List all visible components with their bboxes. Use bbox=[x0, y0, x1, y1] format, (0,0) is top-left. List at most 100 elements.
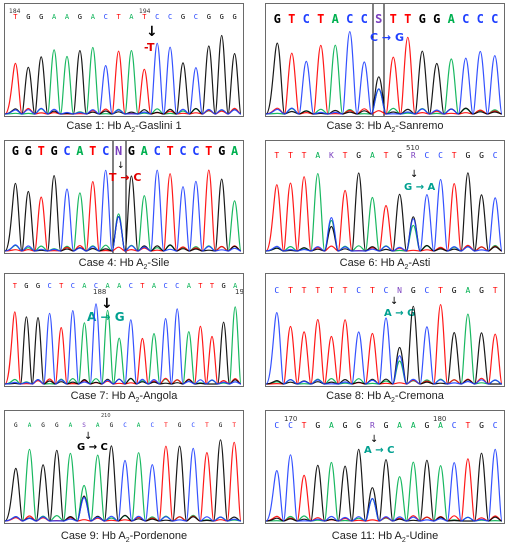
base-call-11: C bbox=[154, 144, 161, 158]
base-call-13: T bbox=[452, 151, 457, 160]
base-call-1: T bbox=[288, 151, 293, 160]
base-call-9: A bbox=[137, 422, 141, 429]
base-call-0: T bbox=[274, 151, 279, 160]
base-call-12: A bbox=[438, 421, 443, 430]
base-call-6: T bbox=[89, 144, 96, 158]
base-call-10: C bbox=[150, 422, 154, 429]
base-call-11: G bbox=[424, 421, 429, 430]
mutation-arrow-icon: ↓ bbox=[410, 169, 418, 180]
base-call-3: A bbox=[52, 13, 57, 21]
base-call-4: A bbox=[65, 13, 70, 21]
base-call-3: G bbox=[315, 421, 320, 430]
base-call-16: G bbox=[220, 13, 224, 21]
base-call-8: T bbox=[384, 151, 389, 160]
base-call-10: T bbox=[142, 13, 147, 21]
base-call-9: N bbox=[397, 286, 402, 295]
base-call-7: R bbox=[370, 421, 375, 430]
trace-peaks bbox=[5, 34, 242, 115]
base-call-10: R bbox=[411, 151, 416, 160]
trace-peaks bbox=[266, 303, 503, 385]
base-call-4: A bbox=[329, 421, 334, 430]
trace-peaks bbox=[266, 448, 503, 522]
base-call-8: C bbox=[384, 286, 389, 295]
trace-peaks bbox=[5, 303, 242, 385]
position-label-left: 184 bbox=[9, 8, 21, 15]
base-call-2: G bbox=[41, 422, 45, 429]
base-call-1: T bbox=[288, 286, 293, 295]
base-call-10: C bbox=[129, 282, 133, 290]
base-call-15: G bbox=[479, 151, 484, 160]
base-call-14: T bbox=[465, 421, 470, 430]
mutation-arrow-icon: ↓ bbox=[370, 434, 378, 445]
base-call-6: A bbox=[82, 282, 87, 290]
trace-peaks bbox=[5, 439, 242, 522]
caption-case-11: Case 11: Hb A2-Udine bbox=[331, 530, 439, 545]
base-call-7: G bbox=[110, 422, 114, 429]
base-call-6: G bbox=[356, 421, 361, 430]
base-call-4: C bbox=[63, 144, 70, 158]
trace-c bbox=[5, 169, 242, 252]
base-call-3: A bbox=[315, 151, 320, 160]
base-call-3: G bbox=[55, 422, 59, 429]
trace-peaks bbox=[266, 30, 503, 115]
base-call-13: C bbox=[163, 282, 167, 290]
base-call-14: C bbox=[192, 144, 199, 158]
base-call-14: C bbox=[194, 13, 198, 21]
base-call-0: T bbox=[13, 13, 18, 21]
base-call-11: C bbox=[155, 13, 159, 21]
base-call-8: C bbox=[123, 422, 127, 429]
mutation-arrow-icon: ↓ bbox=[101, 296, 113, 312]
base-call-5: G bbox=[343, 421, 348, 430]
trace-c bbox=[5, 42, 242, 115]
chromatogram-panel-case-9: 210 G A G G A S A G C A C T G C T G T ↓ G → C bbox=[4, 410, 244, 524]
base-call-11: T bbox=[140, 282, 145, 290]
trace-peaks bbox=[266, 172, 503, 252]
position-label-mark: 188 bbox=[93, 288, 106, 296]
base-call-3: T bbox=[317, 12, 324, 26]
base-call-11: T bbox=[164, 422, 168, 429]
base-call-4: T bbox=[59, 282, 64, 290]
base-call-6: C bbox=[361, 12, 368, 26]
base-call-5: C bbox=[71, 282, 75, 290]
base-call-4: T bbox=[329, 286, 334, 295]
base-call-11: C bbox=[424, 286, 429, 295]
base-call-10: G bbox=[419, 12, 426, 26]
base-call-15: A bbox=[187, 282, 192, 290]
base-call-6: C bbox=[356, 286, 361, 295]
base-call-7: C bbox=[104, 13, 108, 21]
base-call-11: G bbox=[433, 12, 440, 26]
base-call-3: C bbox=[47, 282, 51, 290]
mutation-arrow-icon: ↓ bbox=[390, 296, 398, 307]
trace-t bbox=[266, 176, 503, 252]
base-call-15: C bbox=[491, 12, 498, 26]
base-call-0: G bbox=[14, 422, 18, 429]
base-call-0: C bbox=[274, 286, 279, 295]
base-call-4: A bbox=[332, 12, 340, 26]
base-call-2: T bbox=[302, 286, 307, 295]
base-call-5: T bbox=[343, 286, 348, 295]
base-call-9: A bbox=[129, 13, 134, 21]
position-label-mark: 180 bbox=[433, 415, 446, 423]
base-call-5: G bbox=[78, 13, 82, 21]
trace-c bbox=[5, 447, 242, 522]
base-call-1: C bbox=[288, 421, 293, 430]
base-call-2: C bbox=[303, 12, 310, 26]
base-call-13: C bbox=[462, 12, 469, 26]
mutation-arrow-icon: ↓ bbox=[146, 24, 158, 40]
base-call-14: C bbox=[175, 282, 179, 290]
mutation-label: T → C bbox=[109, 171, 141, 184]
